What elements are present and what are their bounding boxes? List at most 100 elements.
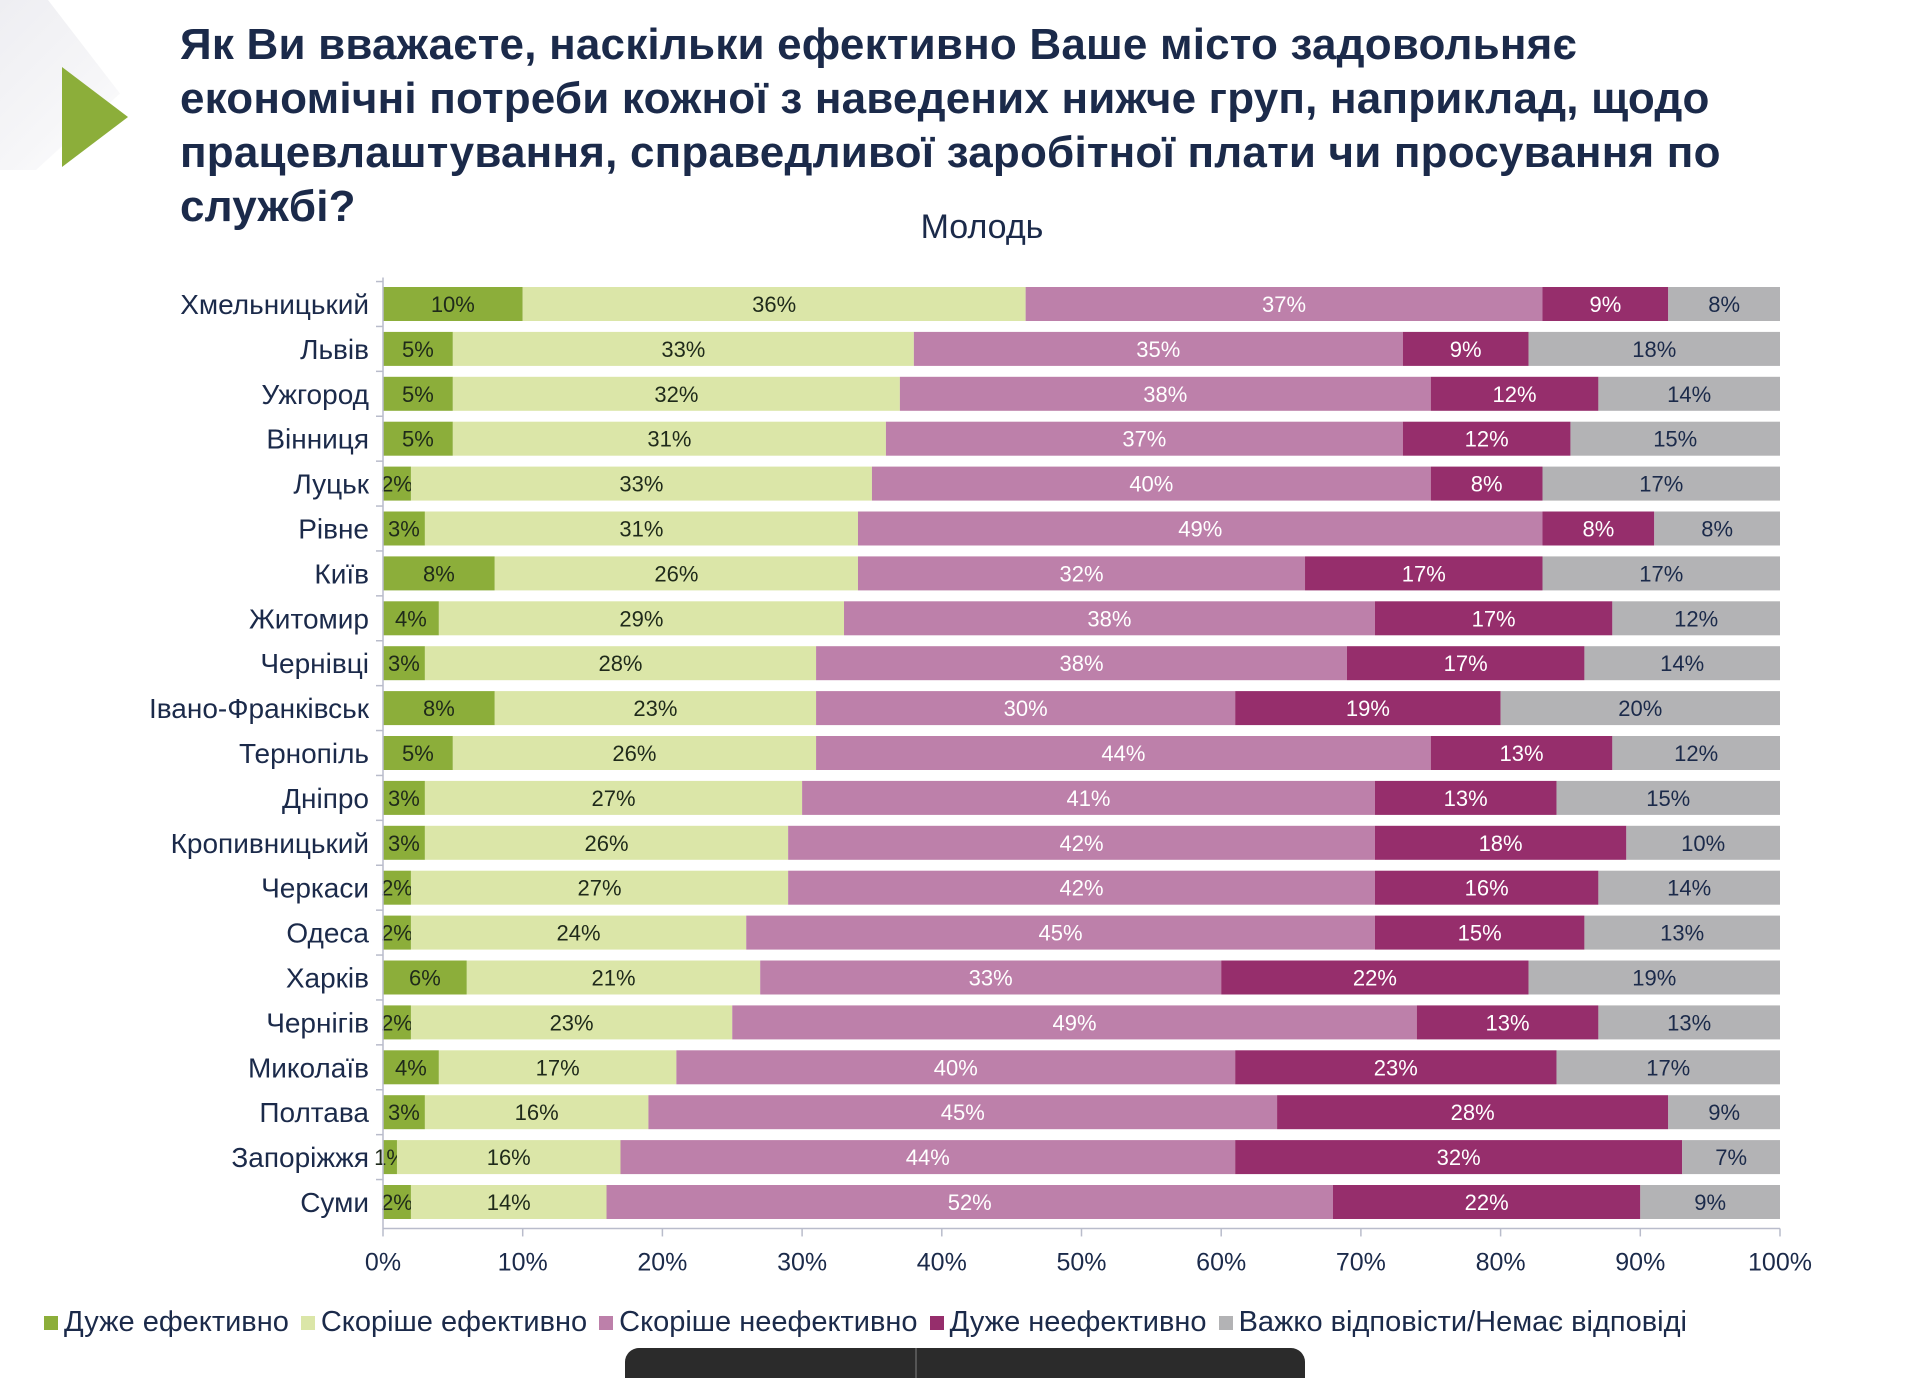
x-axis: 0% 10% 20% 30% 40% 50% 60% 70% 80% 90% 100% <box>365 277 1812 1276</box>
bar-segment <box>383 556 495 591</box>
data-label: 14% <box>1667 382 1711 407</box>
data-label: 20% <box>1618 696 1662 721</box>
data-label: 4% <box>395 1055 427 1080</box>
data-label: 8% <box>1582 517 1614 542</box>
bar-segment <box>1570 421 1780 456</box>
data-label: 12% <box>1493 382 1537 407</box>
data-label: 38% <box>1087 606 1131 631</box>
bar-segment <box>1612 736 1780 770</box>
category-label: Чернігів <box>266 1007 369 1038</box>
data-label: 37% <box>1262 292 1306 317</box>
data-label: 26% <box>584 831 628 856</box>
bar-segment <box>383 736 453 770</box>
chart-legend: Дуже ефективно Скоріше ефективно Скоріше н… <box>44 1306 1699 1339</box>
bar-segment <box>816 691 1236 726</box>
bar-segment <box>1025 287 1543 321</box>
x-tick-label: 70% <box>1336 1248 1386 1276</box>
data-label: 40% <box>934 1055 978 1080</box>
data-label: 38% <box>1143 382 1187 407</box>
category-label: Кропивницький <box>171 828 369 859</box>
legend-swatch <box>300 1315 315 1330</box>
bar-segment <box>1430 466 1543 501</box>
data-label: 8% <box>1471 472 1503 497</box>
bar-segment <box>466 960 761 995</box>
category-label: Харків <box>286 963 369 994</box>
legend-swatch <box>929 1315 944 1330</box>
bar-segment <box>676 1050 1236 1085</box>
data-label: 2% <box>381 921 413 946</box>
data-label: 33% <box>969 966 1013 991</box>
data-label: 37% <box>1122 427 1166 452</box>
data-label: 9% <box>1694 1190 1726 1215</box>
bar-segment <box>452 421 886 456</box>
data-label: 17% <box>1639 472 1683 497</box>
data-label: 13% <box>1444 786 1488 811</box>
bar-segment <box>383 466 411 501</box>
category-label: Чернівці <box>260 648 369 679</box>
category-label: Рівне <box>298 514 369 545</box>
bar-segment <box>410 1005 733 1040</box>
x-tick-label: 40% <box>917 1248 967 1276</box>
bar-segment <box>732 1005 1417 1040</box>
bar-segment <box>816 736 1431 770</box>
category-labels: Хмельницький Львів Ужгород Вінниця Луцьк Рівн… <box>149 289 370 1218</box>
data-label: 27% <box>578 876 622 901</box>
data-label: 8% <box>423 561 455 586</box>
x-tick-label: 90% <box>1615 1248 1665 1276</box>
bar-segment <box>1500 691 1780 726</box>
bar-segment <box>383 331 453 366</box>
data-label: 49% <box>1178 517 1222 542</box>
data-label: 13% <box>1500 741 1544 766</box>
legend-swatch <box>1218 1315 1233 1330</box>
data-label: 14% <box>1667 876 1711 901</box>
legend-label: Дуже неефективно <box>949 1306 1207 1338</box>
bar-segment <box>1598 870 1780 905</box>
bar-segment <box>1374 780 1557 815</box>
bar-segment <box>522 287 1026 321</box>
bar-segment <box>1305 556 1543 591</box>
bar-segment <box>383 1140 397 1175</box>
bar-segment <box>620 1140 1236 1175</box>
data-label: 17% <box>1444 651 1488 676</box>
data-label: 17% <box>1472 606 1516 631</box>
bar-segment <box>396 1140 621 1175</box>
data-label: 52% <box>948 1190 992 1215</box>
title-line: Як Ви вважаєте, наскільки ефективно Ваше… <box>180 20 1578 69</box>
category-label: Полтава <box>259 1097 369 1128</box>
bar-segment <box>1528 331 1780 366</box>
bar-segment <box>383 780 425 815</box>
data-label: 35% <box>1136 337 1180 362</box>
data-label: 19% <box>1346 696 1390 721</box>
data-label: 19% <box>1632 966 1676 991</box>
bar-segment <box>606 1185 1333 1219</box>
bar-segment <box>383 1005 411 1040</box>
bar-segment <box>1374 601 1613 636</box>
data-label: 45% <box>941 1100 985 1125</box>
bar-segment <box>788 825 1375 860</box>
data-label: 5% <box>402 741 434 766</box>
data-label: 23% <box>633 696 677 721</box>
bar-segment <box>1235 691 1501 726</box>
bar-segment <box>857 556 1306 591</box>
bar-segment <box>424 780 803 815</box>
bar-segment <box>1612 601 1780 636</box>
legend-item: Скоріше ефективно <box>300 1306 587 1339</box>
legend-swatch <box>44 1315 58 1330</box>
data-label: 17% <box>536 1055 580 1080</box>
bar-segment <box>438 1050 677 1085</box>
data-label: 13% <box>1486 1010 1530 1035</box>
data-label: 22% <box>1465 1190 1509 1215</box>
bar-segment <box>383 601 439 636</box>
data-label: 33% <box>661 337 705 362</box>
data-label: 3% <box>388 1100 420 1125</box>
data-label: 18% <box>1632 337 1676 362</box>
bar-segment <box>1430 736 1613 770</box>
bar-segment <box>383 691 495 726</box>
data-label: 29% <box>619 606 663 631</box>
data-label: 17% <box>1646 1055 1690 1080</box>
bar-segment <box>383 1185 411 1219</box>
x-tick-label: 100% <box>1748 1248 1812 1276</box>
bar-segment <box>1556 1050 1780 1085</box>
bar-segment <box>1654 511 1780 546</box>
bar-segment <box>1374 870 1599 905</box>
